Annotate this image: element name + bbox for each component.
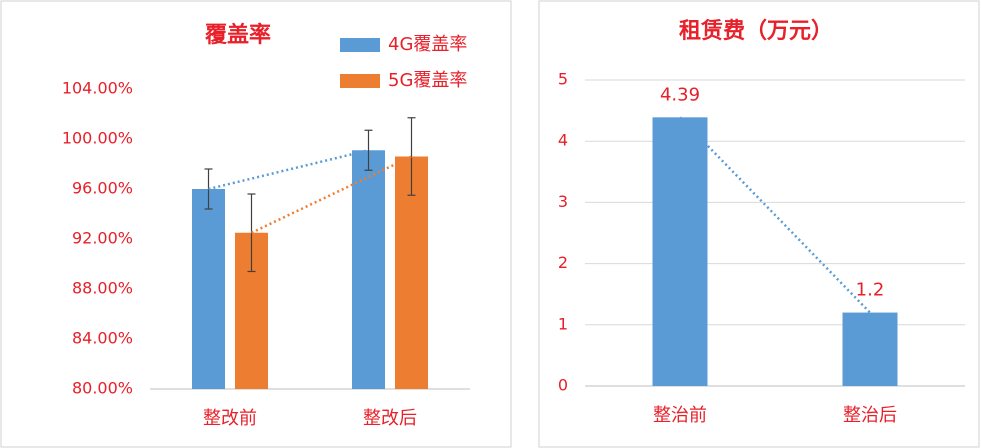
x-tick-label: 整改前 <box>203 408 257 429</box>
legend-swatch <box>340 38 380 52</box>
panel-border <box>0 0 512 448</box>
y-tick-label: 2 <box>558 253 568 272</box>
y-tick-label: 4 <box>558 131 568 150</box>
data-label: 4.39 <box>660 84 700 105</box>
legend-swatch <box>340 74 380 88</box>
trendline <box>208 149 369 191</box>
data-label: 1.2 <box>856 280 885 301</box>
y-tick-label: 96.00% <box>72 179 133 198</box>
bar <box>842 312 898 386</box>
x-tick-label: 整改后 <box>363 408 417 429</box>
panel-border <box>538 0 980 448</box>
y-tick-label: 84.00% <box>72 329 133 348</box>
y-tick-label: 80.00% <box>72 379 133 398</box>
y-tick-label: 88.00% <box>72 279 133 298</box>
trendline <box>679 116 871 314</box>
legend-label: 4G覆盖率 <box>388 34 467 55</box>
bar <box>352 150 385 389</box>
y-tick-label: 100.00% <box>62 129 133 148</box>
y-tick-label: 5 <box>558 70 568 89</box>
y-tick-label: 0 <box>558 376 568 395</box>
x-tick-label: 整治后 <box>843 405 897 426</box>
y-tick-label: 104.00% <box>62 79 133 98</box>
bar <box>652 117 708 386</box>
trendline <box>250 155 413 234</box>
bar <box>192 189 225 389</box>
y-tick-label: 1 <box>558 314 568 333</box>
x-tick-label: 整治前 <box>653 405 707 426</box>
legend-label: 5G覆盖率 <box>388 70 467 91</box>
y-tick-label: 92.00% <box>72 229 133 248</box>
chart-title: 租赁费（万元） <box>679 19 833 44</box>
chart-title: 覆盖率 <box>204 22 271 48</box>
y-tick-label: 3 <box>558 192 568 211</box>
